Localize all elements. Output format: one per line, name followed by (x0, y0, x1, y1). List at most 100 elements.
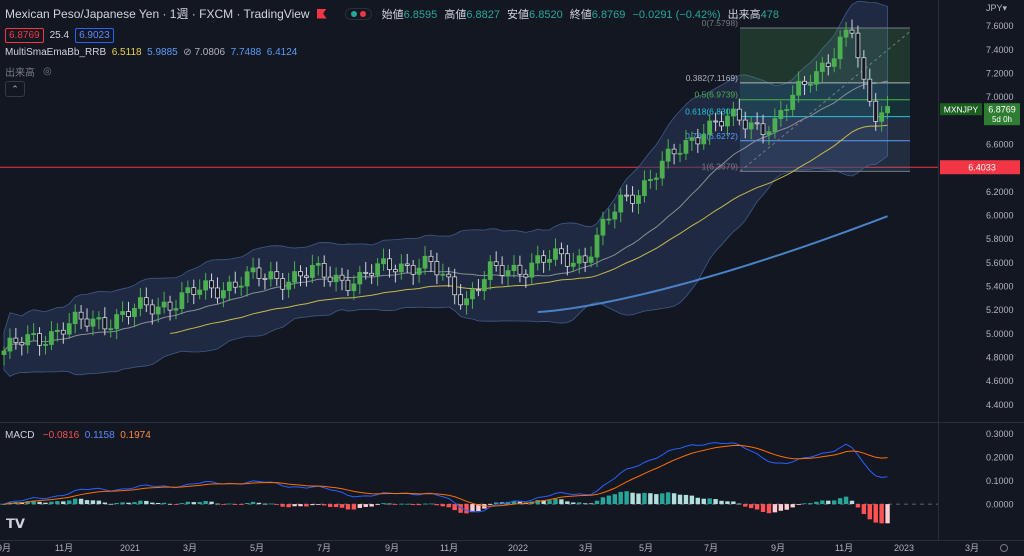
candle-body (713, 120, 718, 123)
time-tick-label: 3月 (183, 543, 197, 553)
candle-body (292, 271, 297, 283)
candle-body (671, 148, 677, 155)
macd-histogram-bar (446, 504, 451, 508)
macd-histogram-bar (185, 501, 191, 505)
macd-histogram-bar (784, 504, 789, 510)
countdown-label: 5d 0h (992, 115, 1012, 124)
price-tick-label: 5.0000 (986, 329, 1014, 339)
eye-off-icon[interactable]: ⊘ (183, 47, 192, 58)
ohlc-close-label: 終値 (569, 8, 592, 21)
candle-body (796, 80, 802, 96)
macd-histogram-bar (233, 504, 238, 505)
price-tick-label: 5.2000 (986, 305, 1014, 315)
candle-body (155, 306, 161, 315)
candle-body (618, 194, 624, 213)
macd-histogram-bar (250, 501, 256, 505)
macd-histogram-bar (90, 500, 96, 505)
indicator-value: 7.7488 (230, 47, 262, 58)
macd-tick-label: 0.2000 (986, 452, 1014, 462)
symbol-label: MXNJPY (944, 105, 979, 115)
candle-body (114, 314, 120, 330)
candle-body (191, 287, 197, 295)
macd-histogram-bar (422, 503, 428, 505)
candle-body (102, 317, 108, 330)
macd-histogram-bar (322, 504, 327, 506)
candle-body (137, 297, 143, 309)
macd-histogram-bar (393, 504, 398, 505)
price-tick-label: 7.4000 (986, 45, 1014, 55)
candle-body (203, 280, 209, 291)
candle-body (736, 108, 742, 121)
candle-body (132, 307, 137, 317)
macd-histogram-bar (612, 494, 617, 505)
candle-body (861, 57, 867, 80)
macd-histogram-bar (416, 504, 422, 506)
time-tick-label: 5月 (639, 543, 653, 553)
flag-icon[interactable] (316, 8, 327, 19)
macd-histogram-bar (369, 504, 374, 507)
time-tick-label: 2021 (120, 543, 140, 553)
time-tick-label: 9月 (385, 543, 399, 553)
market-status[interactable] (344, 7, 372, 20)
indicator-legend[interactable]: MultiSmaEmaBb_RRB 6.5118 5.9885 ⊘ 7.0806… (5, 47, 297, 58)
macd-histogram-bar (197, 501, 202, 505)
fib-level-label: 0.382(7.1169) (686, 73, 738, 83)
macd-histogram-bar (766, 504, 772, 514)
candle-body (517, 264, 523, 275)
candle-body (772, 118, 778, 133)
time-tick-label: 9月 (771, 543, 785, 553)
macd-tick-label: 0.3000 (986, 429, 1014, 439)
indicator-value: 6.5118 (111, 47, 142, 58)
macd-histogram-bar (49, 501, 54, 505)
macd-histogram-bar (577, 502, 582, 505)
macd-histogram-bar (55, 501, 60, 505)
candle-body (529, 262, 535, 278)
candle-body (677, 152, 683, 155)
macd-histogram-bar (339, 504, 345, 508)
volume-legend[interactable]: 出来高 ◎ (5, 64, 52, 79)
macd-histogram-bar (434, 504, 440, 506)
macd-histogram-bar (126, 502, 131, 505)
candle-body (547, 259, 552, 263)
macd-histogram-bar (695, 497, 701, 505)
indicator-value: 7.0806 (194, 47, 226, 58)
candle-body (66, 323, 72, 335)
candle-body (730, 108, 736, 117)
candle-body (226, 281, 232, 291)
ohlc-high-label: 高値 (444, 8, 467, 21)
candle-body (54, 329, 60, 332)
symbol-title[interactable]: Mexican Peso/Japanese Yen · 1週 · FXCM · … (5, 7, 310, 21)
sell-button[interactable]: 6.8769 (5, 28, 44, 43)
macd-histogram-bar (357, 504, 362, 508)
macd-legend[interactable]: MACD −0.0816 0.1158 0.1974 (5, 430, 151, 441)
time-tick-label: 9月 (0, 543, 11, 553)
candle-body (689, 137, 695, 141)
time-tick-label: 5月 (250, 543, 264, 553)
candle-body (446, 273, 452, 278)
eye-off-icon[interactable]: ◎ (43, 66, 52, 77)
indicator-value: 5.9885 (147, 47, 178, 58)
candle-body (707, 120, 713, 135)
macd-histogram-bar (630, 492, 635, 505)
macd-histogram-bar (304, 504, 309, 507)
macd-histogram-bar (754, 504, 760, 510)
candle-body (410, 265, 416, 275)
candle-body (814, 71, 819, 85)
collapse-legend-button[interactable]: ⌃ (5, 81, 25, 97)
macd-histogram-bar (464, 504, 469, 514)
candle-body (523, 273, 529, 278)
macd-histogram-bar (179, 503, 185, 505)
candle-body (778, 110, 784, 120)
ohlc-legend: 始値6.8595 高値6.8827 安値6.8520 終値6.8769 −0.0… (382, 6, 783, 22)
candle-body (630, 194, 635, 204)
candle-body (345, 279, 351, 292)
macd-name: MACD (5, 430, 35, 441)
macd-histogram-bar (547, 500, 552, 505)
time-tick-label: 11月 (440, 543, 458, 553)
macd-histogram-bar (102, 502, 108, 505)
ohlc-low-label: 安値 (507, 8, 530, 21)
macd-histogram-bar (280, 504, 285, 507)
hline-label: 6.4033 (968, 163, 996, 173)
buy-button[interactable]: 6.9023 (75, 28, 114, 43)
